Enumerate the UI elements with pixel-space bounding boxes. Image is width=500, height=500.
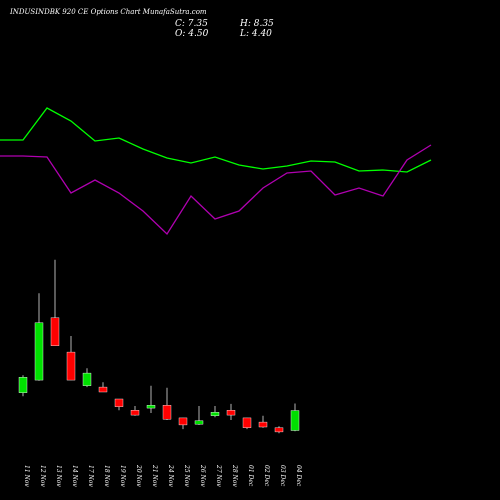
x-tick-label: 20 Nov: [135, 464, 142, 487]
stat: L: 4.40: [239, 29, 272, 39]
x-tick-label: 18 Nov: [103, 465, 110, 487]
x-tick-label: 26 Nov: [199, 464, 206, 487]
x-tick-label: 25 Nov: [183, 464, 190, 487]
line: [0, 107, 432, 173]
candle-body: [130, 410, 140, 416]
candle-body: [34, 322, 44, 381]
candle-body: [178, 417, 188, 426]
x-tick-label: 04 Dec: [295, 465, 302, 487]
x-tick-label: 17 Nov: [87, 465, 94, 487]
candle-body: [98, 386, 108, 393]
x-tick-label: 19 Nov: [119, 465, 126, 487]
x-tick-label: 03 Dec: [279, 465, 286, 487]
candle-body: [146, 405, 156, 409]
candle-body: [18, 377, 28, 393]
candle-body: [210, 412, 220, 416]
x-tick-label: 27 Nov: [215, 464, 222, 487]
candle-body: [226, 410, 236, 416]
x-tick-label: 01 Dec: [247, 465, 254, 487]
x-tick-label: 28 Nov: [231, 464, 238, 487]
candle-body: [242, 417, 252, 428]
line: [0, 144, 432, 236]
x-tick-label: 21 Nov: [151, 464, 158, 487]
candle-body: [162, 405, 172, 420]
candle-body: [82, 372, 92, 386]
x-tick-label: 14 Nov: [71, 465, 78, 487]
x-tick-label: 02 Dec: [263, 465, 270, 487]
candle-body: [258, 421, 268, 428]
chart-title: INDUSINDBK 920 CE Options Chart MunafaSu…: [9, 8, 207, 16]
candle-body: [66, 351, 76, 381]
x-tick-label: 24 Nov: [167, 464, 174, 487]
candle-body: [114, 398, 124, 407]
stat: C: 7.35: [175, 19, 208, 29]
candle-body: [290, 410, 300, 431]
stat: O: 4.50: [175, 29, 209, 39]
stat: H: 8.35: [239, 19, 274, 29]
x-tick-label: 13 Nov: [55, 465, 62, 487]
candle-body: [194, 420, 204, 425]
x-tick-label: 12 Nov: [39, 465, 46, 487]
candle-body: [50, 317, 60, 346]
candle-body: [274, 427, 284, 433]
x-tick-label: 11 Nov: [23, 465, 30, 487]
